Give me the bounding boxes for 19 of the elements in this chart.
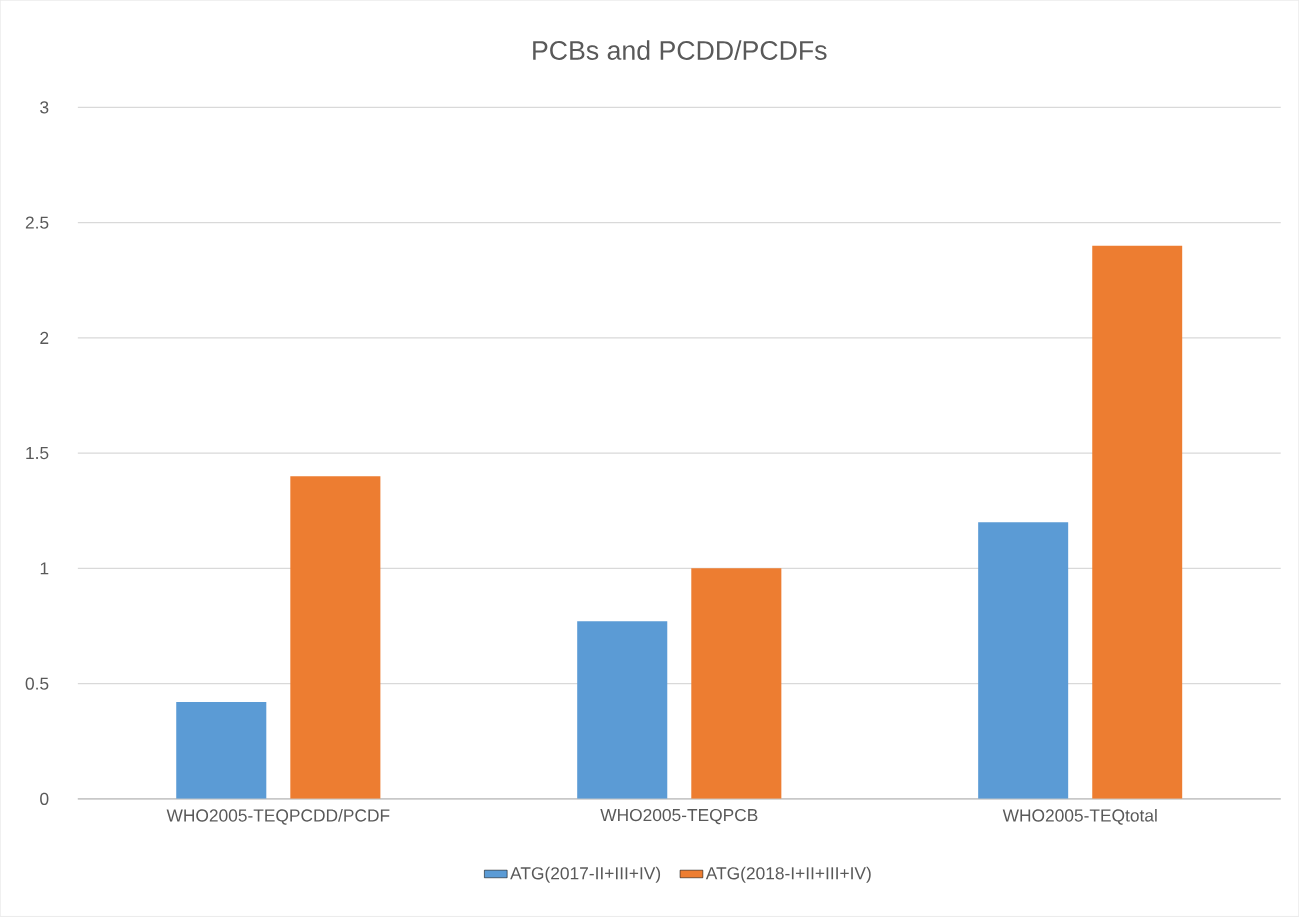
y-tick-label: 1 (40, 562, 49, 575)
bar (978, 522, 1069, 799)
bar (176, 702, 267, 799)
bar (577, 621, 668, 799)
x-tick-label: WHO2005-TEQPCDD/PCDF (166, 809, 390, 825)
y-tick-label: 0 (40, 792, 49, 806)
bar (691, 568, 782, 799)
y-tick-label: 1.5 (26, 447, 49, 460)
x-tick-label: WHO2005-TEQPCB (600, 809, 758, 825)
legend-label: ATG(2018-I+II+III+IV) (705, 866, 871, 883)
x-tick-label: WHO2005-TEQtotal (1002, 809, 1157, 825)
legend-label: ATG(2017-II+III+IV) (510, 866, 661, 883)
y-tick-label: 2 (40, 331, 49, 345)
chart-title: PCBs and PCDD/PCDFs (533, 40, 827, 61)
y-tick-label: 0.5 (25, 677, 49, 690)
bar (290, 476, 381, 799)
y-tick-label: 3 (40, 101, 49, 114)
bar (1092, 245, 1183, 799)
y-tick-label: 2.5 (25, 216, 49, 229)
